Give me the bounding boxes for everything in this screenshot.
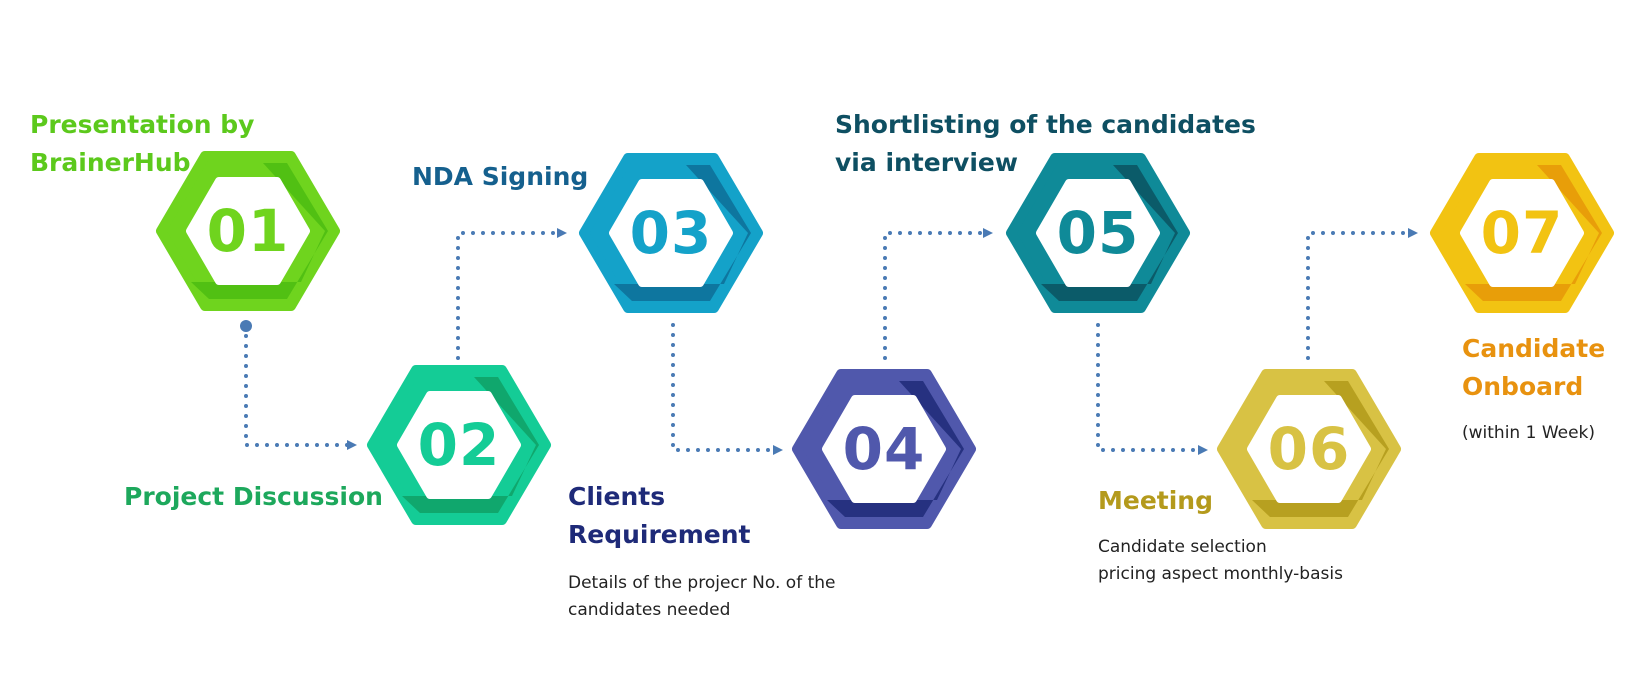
- step-02-title: Project Discussion: [124, 478, 383, 516]
- step-04-title-line-1: Clients: [568, 482, 666, 511]
- step-04-description-line-1: Details of the projecr No. of the: [568, 573, 836, 593]
- hexagon-shadow: [1252, 381, 1389, 517]
- step-07-title: Candidate Onboard: [1462, 330, 1605, 406]
- hexagon-shape-05: [1006, 153, 1190, 313]
- hexagon-shape-07: [1430, 153, 1614, 313]
- hexagon-shadow: [1465, 165, 1602, 301]
- step-07-title-line-1: Candidate: [1462, 334, 1606, 363]
- step-07-number: 07: [1480, 199, 1564, 267]
- step-07-title-line-2: Onboard: [1462, 372, 1584, 401]
- hexagon-shape-01: [156, 151, 340, 311]
- step-04-title-line-2: Requirement: [568, 520, 751, 549]
- hexagon-inner: [1460, 179, 1584, 287]
- hexagon-shape-02: [367, 365, 551, 525]
- step-05-hexagon: 05: [1005, 152, 1191, 314]
- connector-03-04: [671, 323, 783, 455]
- step-04-number: 04: [842, 415, 926, 483]
- step-02-number: 02: [417, 411, 501, 479]
- hexagon-shadow: [191, 163, 328, 299]
- step-01-title: Presentation by BrainerHub: [30, 106, 254, 182]
- step-06-title-line-1: Meeting: [1098, 486, 1214, 515]
- connector-05-06: [1096, 323, 1208, 455]
- step-03-number: 03: [629, 199, 713, 267]
- step-07-description-line-1: (within 1 Week): [1462, 423, 1596, 443]
- hexagon-shadow: [614, 165, 751, 301]
- hexagon-inner: [1247, 395, 1371, 503]
- hexagon-inner: [609, 179, 733, 287]
- step-04-title: Clients Requirement: [568, 478, 751, 554]
- step-01-hexagon: 01: [155, 150, 341, 312]
- step-07-hexagon: 07: [1429, 152, 1615, 314]
- hexagon-inner: [397, 391, 521, 499]
- step-02-title-line-1: Project Discussion: [124, 482, 383, 511]
- hexagon-inner: [1036, 179, 1160, 287]
- step-06-number: 06: [1267, 415, 1351, 483]
- hexagon-inner: [186, 177, 310, 285]
- step-01-title-line-2: BrainerHub: [30, 148, 191, 177]
- hexagon-shadow: [1041, 165, 1178, 301]
- connector-02-03: [456, 228, 567, 360]
- step-06-hexagon: 06: [1216, 368, 1402, 530]
- step-05-title-line-2: via interview: [835, 148, 1018, 177]
- connector-06-07: [1306, 228, 1418, 360]
- step-04-description: Details of the projecr No. of the candid…: [568, 570, 835, 624]
- hexagon-shadow: [402, 377, 539, 513]
- hexagon-inner: [822, 395, 946, 503]
- step-06-description: Candidate selection pricing aspect month…: [1098, 534, 1343, 588]
- step-06-description-line-2: pricing aspect monthly-basis: [1098, 564, 1343, 584]
- hexagon-shadow: [827, 381, 964, 517]
- step-04-description-line-2: candidates needed: [568, 600, 731, 620]
- connector-start-dot: [240, 320, 252, 332]
- step-07-description: (within 1 Week): [1462, 420, 1595, 447]
- step-05-number: 05: [1056, 199, 1140, 267]
- step-03-title-line-1: NDA Signing: [412, 162, 589, 191]
- step-02-hexagon: 02: [366, 364, 552, 526]
- step-03-title: NDA Signing: [412, 158, 588, 196]
- step-05-title-line-1: Shortlisting of the candidates: [835, 110, 1256, 139]
- step-01-number: 01: [206, 197, 290, 265]
- connector-01-02: [244, 324, 357, 450]
- hexagon-shape-03: [579, 153, 763, 313]
- step-03-hexagon: 03: [578, 152, 764, 314]
- step-01-title-line-1: Presentation by: [30, 110, 255, 139]
- hexagon-shape-04: [792, 369, 976, 529]
- connector-04-05: [883, 228, 993, 360]
- step-06-description-line-1: Candidate selection: [1098, 537, 1267, 557]
- hexagon-shape-06: [1217, 369, 1401, 529]
- step-05-title: Shortlisting of the candidates via inter…: [835, 106, 1256, 182]
- step-04-hexagon: 04: [791, 368, 977, 530]
- step-06-title: Meeting: [1098, 482, 1213, 520]
